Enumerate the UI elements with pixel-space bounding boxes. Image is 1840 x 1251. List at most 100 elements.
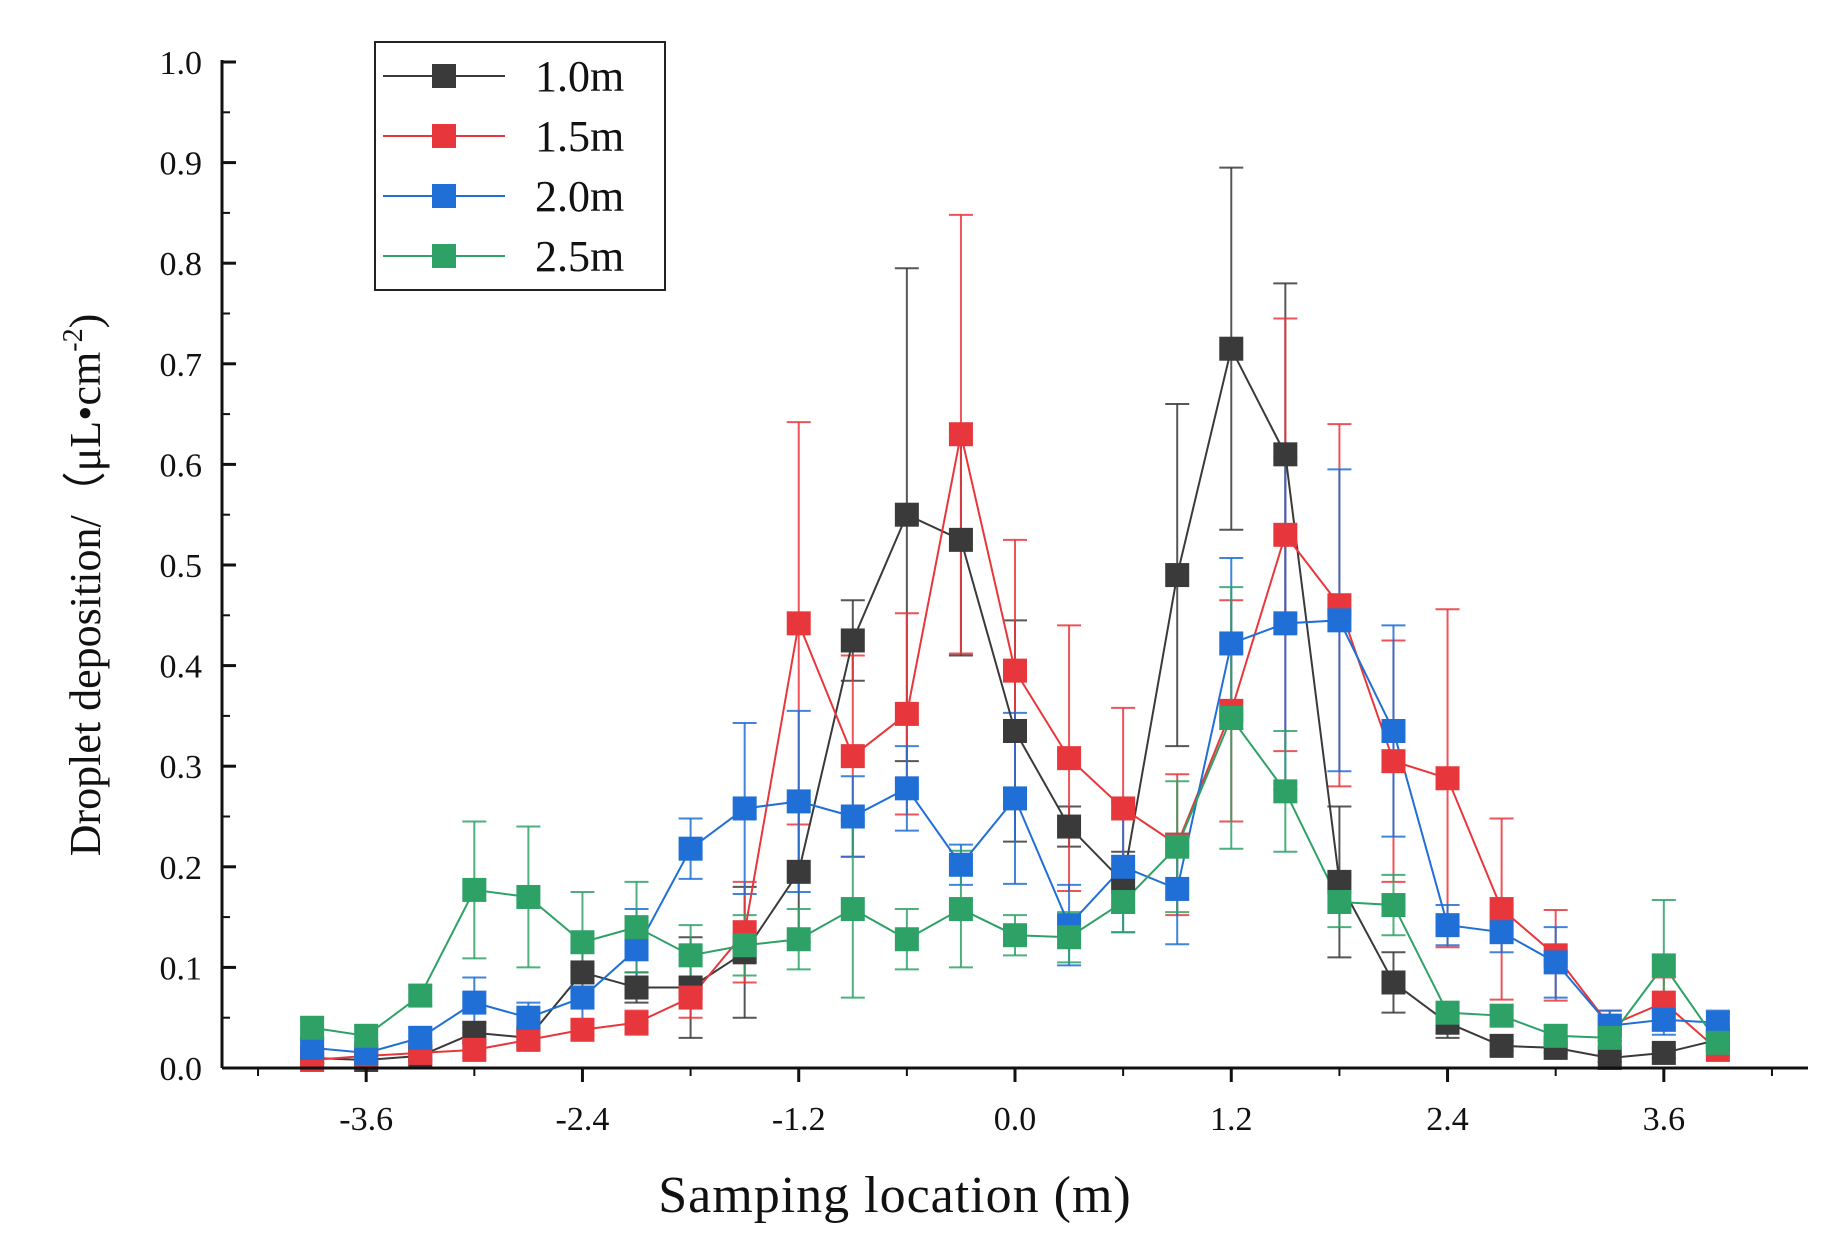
legend-label: 1.5m: [535, 112, 624, 161]
legend-marker: [432, 244, 456, 268]
legend-label: 2.0m: [535, 172, 624, 221]
x-tick-label: 0.0: [994, 1101, 1037, 1138]
data-point-2-0m: [679, 837, 703, 861]
x-tick-label: 3.6: [1643, 1101, 1686, 1138]
data-point-1-0m: [787, 860, 811, 884]
data-point-1-0m: [1652, 1041, 1676, 1065]
data-point-2-0m: [625, 937, 649, 961]
x-tick-label: 2.4: [1426, 1101, 1469, 1138]
data-point-1-5m: [1436, 766, 1460, 790]
data-point-2-5m: [787, 927, 811, 951]
data-point-1-5m: [1273, 523, 1297, 547]
data-point-2-5m: [1652, 953, 1676, 977]
data-point-2-5m: [1598, 1026, 1622, 1050]
x-tick-label: -3.6: [339, 1101, 393, 1138]
data-point-2-5m: [1111, 890, 1135, 914]
data-point-1-5m: [516, 1028, 540, 1052]
data-point-2-5m: [625, 915, 649, 939]
data-point-2-5m: [408, 984, 432, 1008]
legend-marker: [432, 124, 456, 148]
data-point-2-0m: [895, 776, 919, 800]
y-axis-title: Droplet deposition/（μL•cm-2): [58, 314, 110, 857]
y-tick-label: 0.4: [160, 649, 203, 686]
data-point-2-5m: [570, 930, 594, 954]
data-point-2-5m: [1490, 1004, 1514, 1028]
data-point-2-0m: [1327, 608, 1351, 632]
data-point-2-5m: [1273, 779, 1297, 803]
data-point-2-5m: [895, 927, 919, 951]
data-point-2-5m: [1165, 835, 1189, 859]
data-point-2-5m: [300, 1016, 324, 1040]
data-point-1-5m: [1057, 746, 1081, 770]
data-point-1-0m: [1490, 1034, 1514, 1058]
data-point-2-0m: [1165, 877, 1189, 901]
data-point-1-5m: [787, 611, 811, 635]
data-point-1-0m: [570, 960, 594, 984]
y-tick-label: 0.3: [160, 749, 203, 786]
data-point-1-0m: [1057, 815, 1081, 839]
data-point-2-5m: [679, 943, 703, 967]
data-point-1-5m: [1381, 749, 1405, 773]
data-point-2-5m: [1436, 1001, 1460, 1025]
data-point-2-5m: [516, 885, 540, 909]
data-point-2-5m: [354, 1024, 378, 1048]
data-point-2-0m: [1111, 855, 1135, 879]
x-tick-label: 1.2: [1210, 1101, 1253, 1138]
data-point-2-0m: [1436, 913, 1460, 937]
data-point-1-0m: [625, 976, 649, 1000]
legend-label: 2.5m: [535, 232, 624, 281]
data-point-1-5m: [679, 986, 703, 1010]
data-point-2-0m: [570, 986, 594, 1010]
data-point-2-0m: [1219, 631, 1243, 655]
data-point-2-5m: [949, 897, 973, 921]
y-tick-label: 0.2: [160, 850, 203, 887]
y-axis-title-main: Droplet deposition/（μL•cm: [61, 352, 110, 857]
data-point-1-5m: [1111, 796, 1135, 820]
data-point-2-5m: [1057, 925, 1081, 949]
data-point-1-5m: [570, 1018, 594, 1042]
y-tick-label: 0.1: [160, 950, 203, 987]
data-point-2-0m: [1273, 611, 1297, 635]
data-point-2-0m: [949, 853, 973, 877]
y-tick-label: 0.0: [160, 1051, 203, 1088]
data-point-2-5m: [733, 933, 757, 957]
data-point-1-0m: [1165, 563, 1189, 587]
y-tick-label: 0.9: [160, 146, 203, 183]
y-axis-title-close: ): [61, 314, 110, 329]
legend: 1.0m 1.5m 2.0m 2.5m: [375, 42, 665, 290]
data-point-2-5m: [1327, 890, 1351, 914]
data-point-2-0m: [1381, 719, 1405, 743]
x-tick-label: -2.4: [556, 1101, 610, 1138]
chart-background: [0, 0, 1840, 1251]
data-point-2-0m: [516, 1006, 540, 1030]
data-point-2-5m: [1544, 1024, 1568, 1048]
x-axis-title: Samping location (m): [658, 1167, 1131, 1224]
legend-marker: [432, 64, 456, 88]
data-point-2-0m: [787, 789, 811, 813]
data-point-2-5m: [1381, 893, 1405, 917]
data-point-2-5m: [1706, 1031, 1730, 1055]
data-point-1-0m: [1273, 442, 1297, 466]
y-tick-label: 0.8: [160, 246, 203, 283]
y-tick-label: 1.0: [160, 45, 203, 82]
y-tick-label: 0.5: [160, 548, 203, 585]
data-point-2-5m: [1219, 706, 1243, 730]
data-point-1-0m: [841, 628, 865, 652]
data-point-1-0m: [949, 528, 973, 552]
data-point-1-5m: [1490, 897, 1514, 921]
data-point-2-0m: [408, 1026, 432, 1050]
data-point-2-0m: [1544, 950, 1568, 974]
data-point-2-5m: [462, 878, 486, 902]
data-point-1-5m: [1003, 659, 1027, 683]
y-tick-label: 0.6: [160, 447, 203, 484]
data-point-2-0m: [733, 796, 757, 820]
data-point-1-0m: [895, 503, 919, 527]
data-point-1-5m: [625, 1011, 649, 1035]
data-point-2-5m: [841, 897, 865, 921]
data-point-1-5m: [949, 422, 973, 446]
data-point-2-0m: [841, 805, 865, 829]
y-axis-title-superscript: -2: [58, 328, 89, 351]
chart: 0.00.10.20.30.40.50.60.70.80.91.0-3.6 -2.…: [0, 0, 1840, 1251]
data-point-1-0m: [1381, 970, 1405, 994]
data-point-2-0m: [1490, 920, 1514, 944]
